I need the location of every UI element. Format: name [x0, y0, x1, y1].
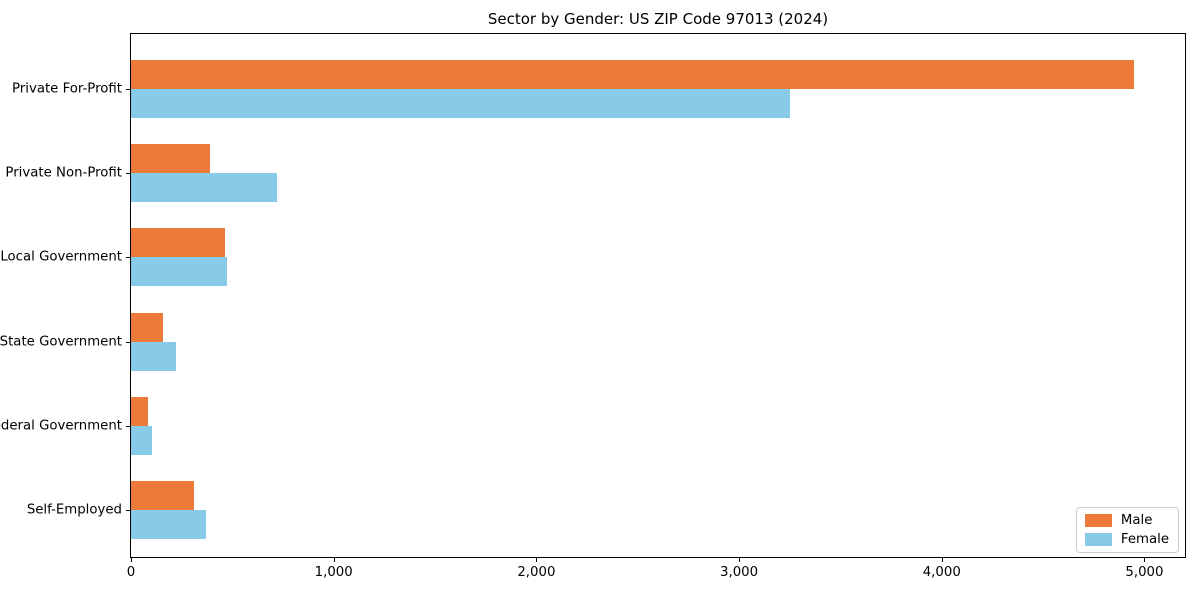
y-tick-mark-private-non-profit	[126, 173, 131, 175]
x-tick-label-2000: 2,000	[517, 565, 556, 580]
legend-entry-female: Female	[1084, 532, 1169, 547]
x-tick-label-0: 0	[126, 565, 136, 580]
legend-entry-male: Male	[1084, 513, 1169, 528]
y-tick-label-state-government: State Government	[0, 334, 122, 350]
x-tick-label-5000: 5,000	[1125, 565, 1164, 580]
bar-male-private-non-profit	[131, 144, 211, 174]
legend-label-male: Male	[1120, 513, 1153, 528]
y-tick-label-private-for-profit: Private For-Profit	[12, 81, 122, 97]
legend-label-female: Female	[1120, 532, 1169, 547]
legend-swatch-male	[1084, 514, 1112, 527]
bar-male-private-for-profit	[131, 60, 1135, 89]
x-tick-label-3000: 3,000	[720, 565, 759, 580]
bar-female-state-government	[131, 341, 176, 371]
bar-female-private-non-profit	[131, 173, 277, 203]
y-tick-label-private-non-profit: Private Non-Profit	[5, 165, 122, 181]
bar-male-local-government	[131, 228, 226, 258]
legend: Male Female	[1075, 507, 1179, 553]
x-tick-mark-4000	[941, 557, 943, 562]
bar-female-self-employed	[131, 510, 206, 539]
legend-swatch-female	[1084, 533, 1112, 546]
bar-female-local-government	[131, 257, 227, 287]
bar-male-self-employed	[131, 481, 194, 510]
x-tick-mark-3000	[739, 557, 741, 562]
y-tick-mark-self-employed	[126, 510, 131, 511]
y-tick-mark-federal-government	[126, 425, 131, 427]
bar-female-federal-government	[131, 425, 153, 455]
bar-male-state-government	[131, 312, 164, 342]
bar-female-private-for-profit	[131, 89, 790, 118]
bar-male-federal-government	[131, 396, 149, 426]
x-tick-label-1000: 1,000	[314, 565, 353, 580]
y-tick-mark-local-government	[126, 257, 131, 259]
y-tick-label-self-employed: Self-Employed	[26, 502, 122, 518]
x-tick-mark-2000	[536, 557, 538, 562]
y-tick-mark-state-government	[126, 341, 131, 343]
y-tick-label-local-government: Local Government	[0, 249, 122, 265]
y-tick-label-federal-government: Federal Government	[0, 418, 122, 434]
chart-title: Sector by Gender: US ZIP Code 97013 (202…	[487, 10, 829, 28]
x-tick-mark-1000	[333, 557, 335, 562]
plot-area: Private For-Profit Private Non-Profit Loca…	[0, 33, 1186, 580]
x-tick-mark-0	[131, 557, 132, 562]
x-tick-label-4000: 4,000	[922, 565, 961, 580]
x-tick-mark-5000	[1144, 557, 1146, 562]
y-tick-mark-private-for-profit	[126, 89, 131, 90]
